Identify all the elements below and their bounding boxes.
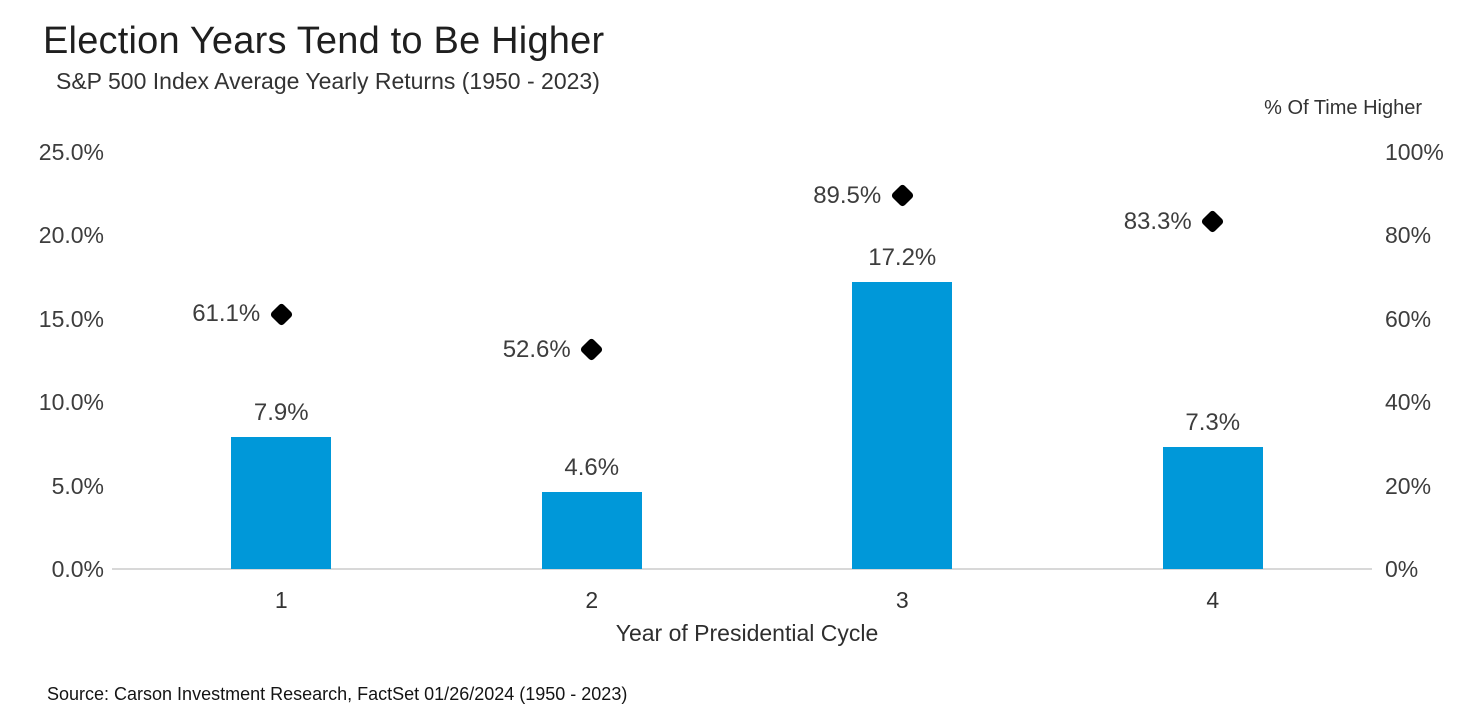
diamond-marker — [890, 183, 915, 208]
bar — [231, 437, 332, 569]
y-axis-tick-left: 0.0% — [51, 556, 104, 582]
x-axis-tick: 3 — [895, 587, 909, 613]
bar-value-label: 17.2% — [868, 244, 937, 272]
marker-value-label: 52.6% — [502, 335, 571, 363]
diamond-marker — [269, 302, 294, 327]
y-axis-tick-right: 20% — [1385, 472, 1432, 499]
y-axis-tick-right: 0% — [1385, 556, 1419, 582]
bar — [852, 282, 953, 569]
diamond-marker — [579, 337, 604, 362]
y-axis-tick-left: 20.0% — [38, 222, 104, 249]
y-axis-tick-left: 10.0% — [38, 389, 104, 416]
x-axis-tick: 2 — [585, 587, 599, 613]
y-axis-tick-right: 40% — [1385, 389, 1432, 416]
y-axis-tick-right: 80% — [1385, 222, 1432, 249]
marker-value-label: 61.1% — [192, 300, 261, 328]
bar — [541, 492, 642, 569]
y-axis-tick-left: 25.0% — [38, 139, 104, 165]
right-axis-title: % Of Time Higher — [1264, 97, 1422, 119]
diamond-marker — [1200, 209, 1225, 234]
chart-subtitle: S&P 500 Index Average Yearly Returns (19… — [56, 68, 600, 94]
marker-value-label: 83.3% — [1123, 207, 1192, 235]
y-axis-tick-right: 60% — [1385, 305, 1432, 332]
x-axis-tick: 1 — [274, 587, 288, 613]
y-axis-tick-right: 100% — [1385, 139, 1444, 165]
bar-value-label: 7.9% — [253, 399, 309, 427]
x-axis-line — [112, 568, 1372, 570]
x-axis-title: Year of Presidential Cycle — [615, 620, 879, 646]
x-axis-tick: 4 — [1206, 587, 1220, 613]
bar-value-label: 4.6% — [564, 454, 620, 482]
bar — [1162, 447, 1263, 569]
y-axis-tick-left: 5.0% — [51, 472, 104, 499]
y-axis-tick-left: 15.0% — [38, 305, 104, 332]
source-note: Source: Carson Investment Research, Fact… — [47, 684, 628, 704]
chart-title: Election Years Tend to Be Higher — [43, 20, 605, 62]
marker-value-label: 89.5% — [813, 181, 882, 209]
bar-value-label: 7.3% — [1185, 409, 1241, 437]
